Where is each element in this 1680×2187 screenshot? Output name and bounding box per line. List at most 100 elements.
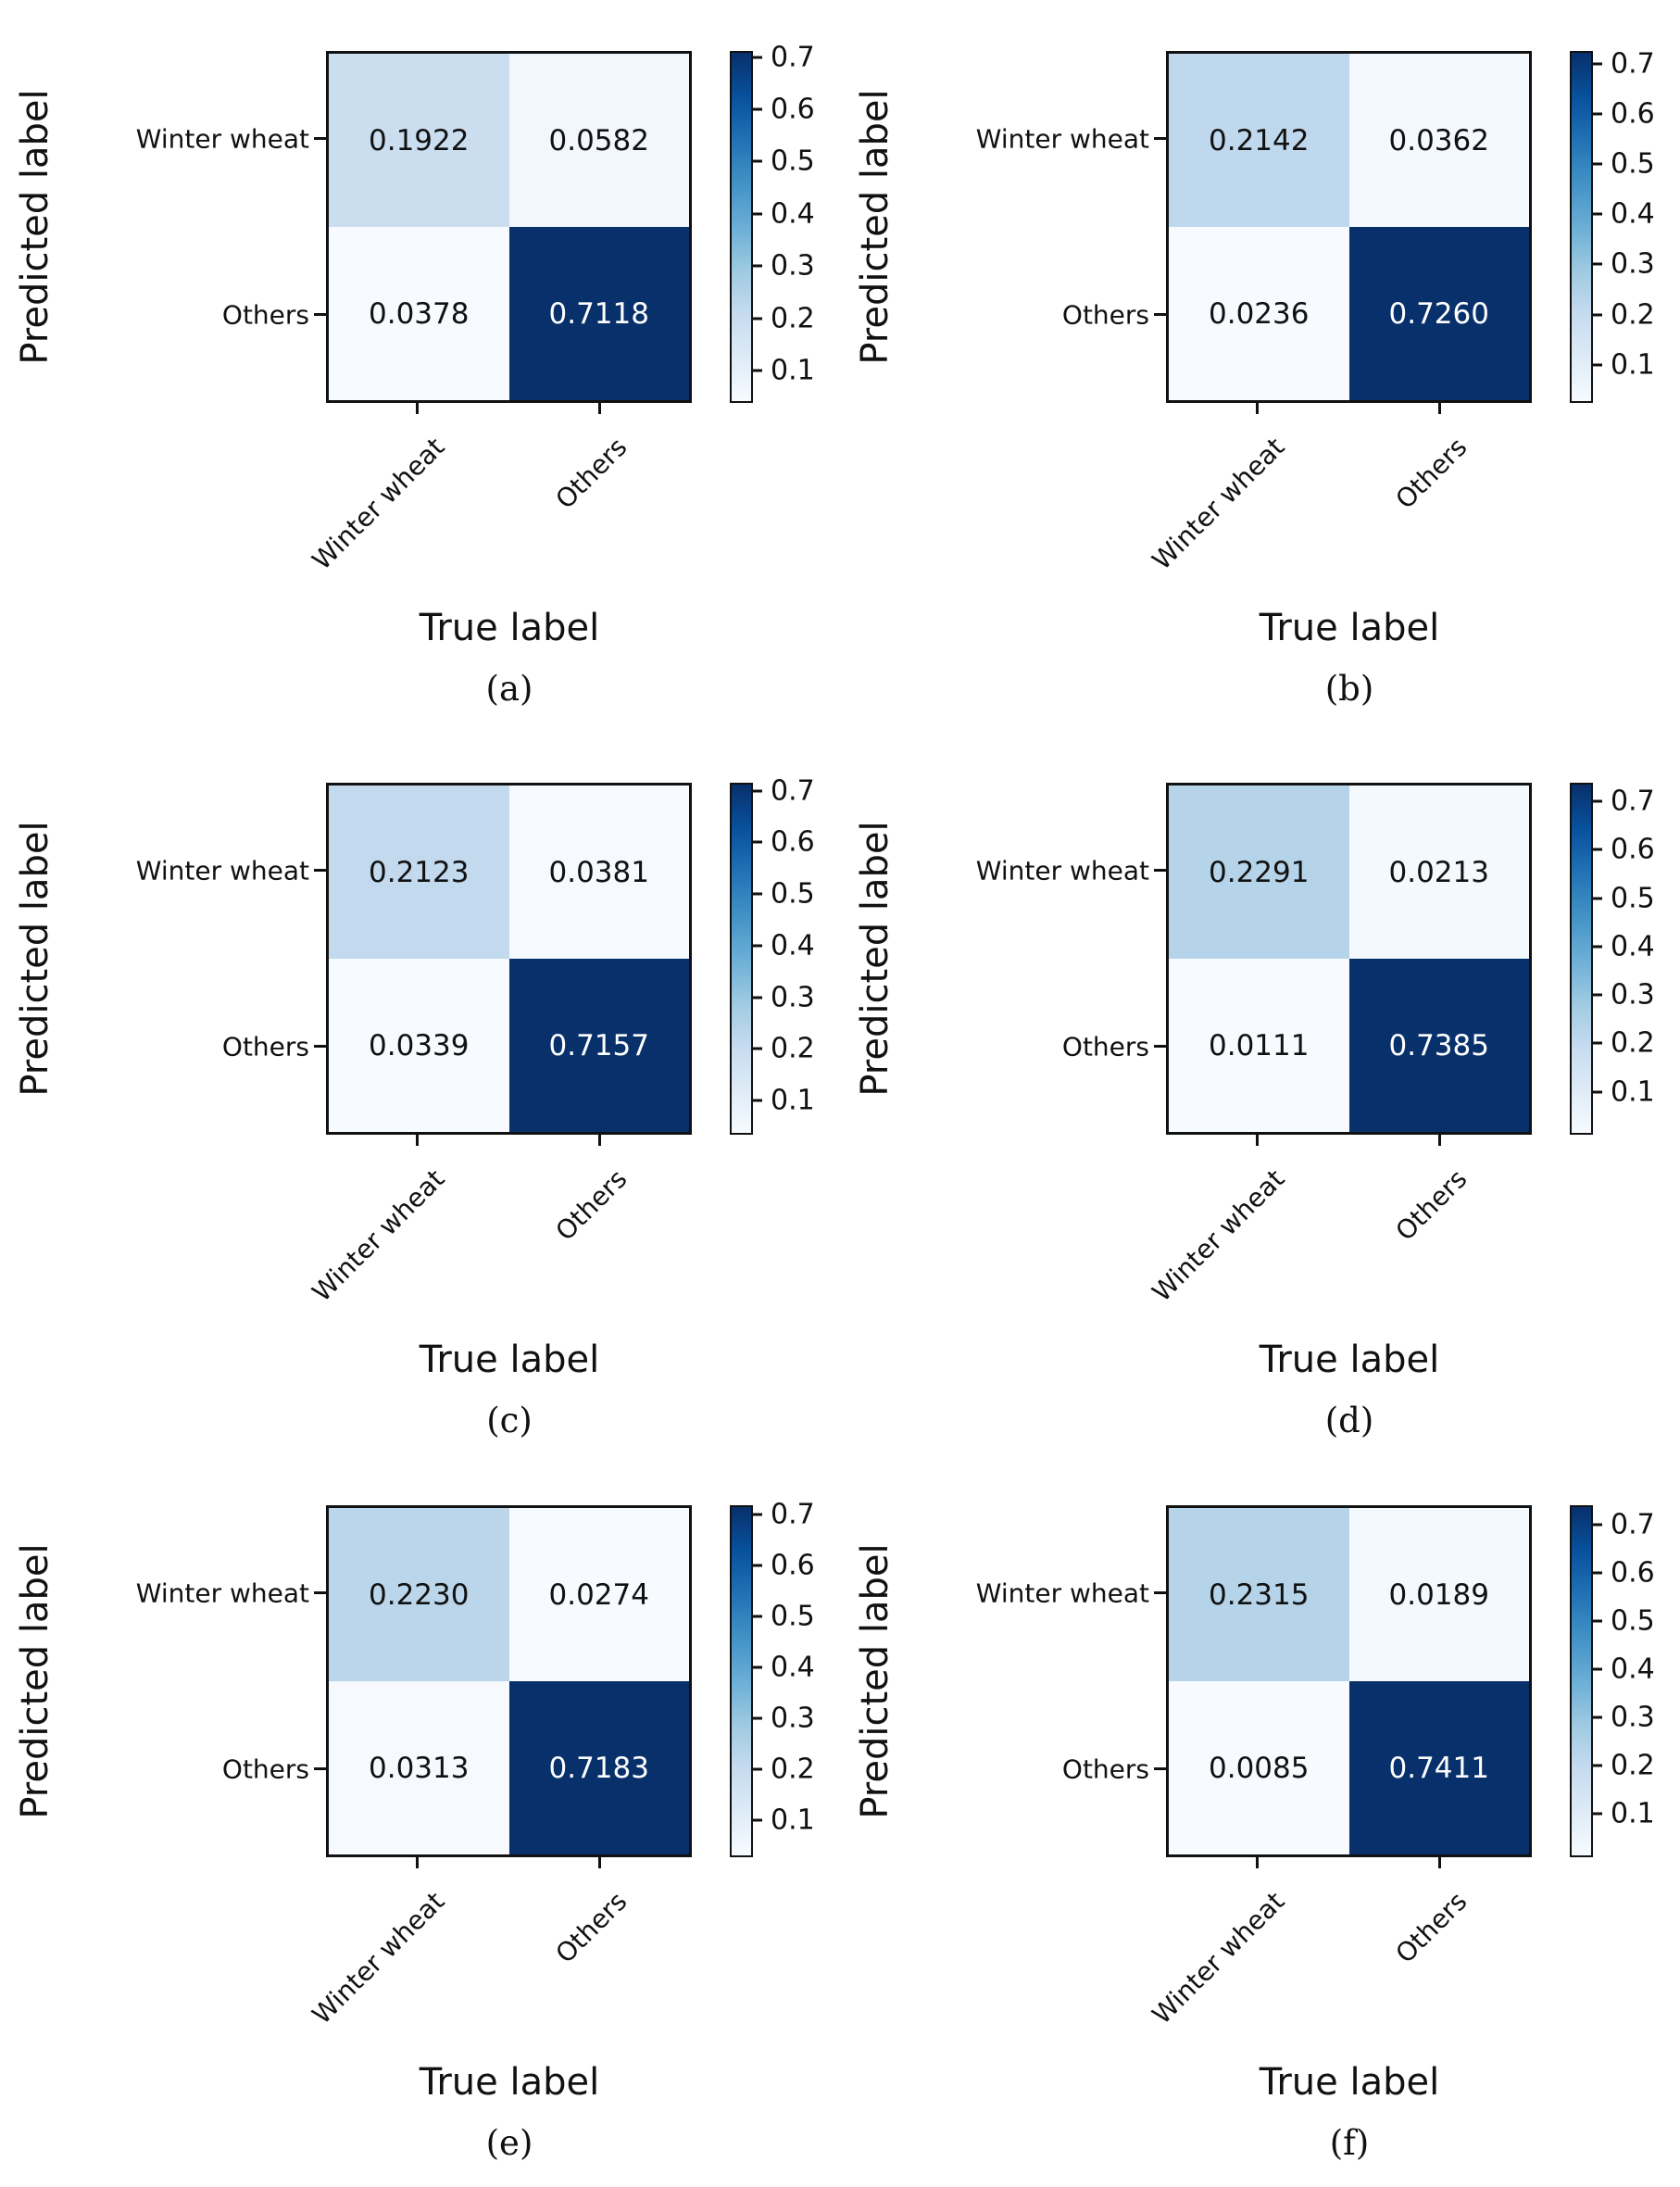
colorbar-tick-label: 0.1 bbox=[771, 1084, 815, 1117]
x-tick-label-others: Others bbox=[549, 1163, 633, 1247]
colorbar-tick: 0.5 bbox=[1593, 1605, 1655, 1638]
colorbar-tick-label: 0.5 bbox=[1611, 882, 1655, 915]
y-tick-label-others: Others bbox=[1061, 299, 1149, 331]
colorbar-tick-label: 0.7 bbox=[1611, 785, 1655, 818]
panel-caption: (b) bbox=[1324, 669, 1374, 709]
x-axis-label: True label bbox=[1259, 2061, 1440, 2104]
colorbar-tick-label: 0.2 bbox=[1611, 1749, 1655, 1782]
colorbar-tick-mark bbox=[753, 264, 762, 268]
cell-value: 0.2291 bbox=[1209, 855, 1310, 889]
matrix-cell: 0.0085 bbox=[1169, 1681, 1349, 1854]
y-tick-mark bbox=[1154, 1591, 1166, 1594]
colorbar-tick-mark bbox=[753, 840, 762, 844]
matrix-cell: 0.7157 bbox=[508, 959, 689, 1132]
matrix-cell: 0.7260 bbox=[1348, 227, 1529, 400]
y-tick-label-winter-wheat: Winter wheat bbox=[135, 1577, 309, 1609]
x-tick-mark bbox=[598, 1857, 601, 1868]
cell-value: 0.2230 bbox=[369, 1577, 470, 1612]
cell-value: 0.0582 bbox=[548, 123, 649, 157]
cell-value: 0.0111 bbox=[1209, 1028, 1310, 1062]
colorbar-tick-mark bbox=[753, 1615, 762, 1618]
matrix-cell: 0.0274 bbox=[508, 1508, 689, 1681]
colorbar-tick: 0.6 bbox=[1593, 98, 1655, 131]
cell-value: 0.7411 bbox=[1388, 1751, 1489, 1785]
colorbar-tick-label: 0.5 bbox=[771, 877, 815, 911]
colorbar-tick: 0.6 bbox=[753, 826, 815, 859]
colorbar-tick-label: 0.6 bbox=[771, 1549, 815, 1582]
colorbar-tick-label: 0.2 bbox=[1611, 298, 1655, 332]
y-tick-label-others: Others bbox=[221, 299, 309, 331]
x-axis-label: True label bbox=[1259, 607, 1440, 649]
colorbar-tick-label: 0.5 bbox=[771, 1600, 815, 1633]
cell-value: 0.0189 bbox=[1388, 1577, 1489, 1612]
colorbar-tick-label: 0.1 bbox=[771, 354, 815, 387]
colorbar-tick-mark bbox=[1593, 799, 1602, 803]
cell-value: 0.0381 bbox=[548, 855, 649, 889]
colorbar-tick: 0.3 bbox=[753, 981, 815, 1013]
colorbar-tick-mark bbox=[1593, 1090, 1602, 1094]
matrix-cell: 0.0582 bbox=[508, 54, 689, 227]
colorbar-tick-label: 0.1 bbox=[1611, 1075, 1655, 1109]
colorbar-tick-label: 0.5 bbox=[1611, 1604, 1655, 1638]
y-tick-mark bbox=[1154, 1045, 1166, 1048]
colorbar-tick-label: 0.5 bbox=[771, 145, 815, 178]
confusion-matrix-panel: Predicted label Winter wheat Others 0.22… bbox=[840, 732, 1680, 1454]
matrix-cell: 0.2230 bbox=[329, 1508, 509, 1681]
matrix-cell: 0.0313 bbox=[329, 1681, 509, 1854]
confusion-matrix-panel: Predicted label Winter wheat Others 0.22… bbox=[0, 1454, 840, 2187]
matrix-cell: 0.0213 bbox=[1348, 786, 1529, 959]
x-tick-mark bbox=[598, 403, 601, 414]
matrix-cell: 0.1922 bbox=[329, 54, 509, 227]
x-tick-label-others: Others bbox=[1389, 1886, 1473, 1969]
y-tick-label-winter-wheat: Winter wheat bbox=[975, 1577, 1149, 1609]
matrix-cell: 0.0236 bbox=[1169, 227, 1349, 400]
colorbar-tick-label: 0.7 bbox=[771, 41, 815, 74]
colorbar-tick: 0.6 bbox=[1593, 1557, 1655, 1590]
colorbar-gradient bbox=[730, 783, 753, 1135]
colorbar-tick: 0.1 bbox=[1593, 1075, 1655, 1108]
confusion-matrix-panel: Predicted label Winter wheat Others 0.21… bbox=[840, 0, 1680, 732]
matrix-cell: 0.0381 bbox=[508, 786, 689, 959]
colorbar-tick: 0.3 bbox=[1593, 979, 1655, 1012]
colorbar-tick-label: 0.7 bbox=[771, 1498, 815, 1531]
x-tick-label-others: Others bbox=[549, 432, 633, 515]
x-tick-label-others: Others bbox=[1389, 432, 1473, 515]
colorbar-tick-mark bbox=[753, 1767, 762, 1771]
colorbar-tick-label: 0.1 bbox=[1611, 348, 1655, 382]
colorbar-tick-mark bbox=[753, 892, 762, 896]
x-tick-mark bbox=[1438, 1857, 1441, 1868]
x-axis-label: True label bbox=[419, 2061, 600, 2104]
matrix-cell: 0.7411 bbox=[1348, 1681, 1529, 1854]
cell-value: 0.1922 bbox=[369, 123, 470, 157]
x-tick-mark bbox=[1438, 403, 1441, 414]
y-tick-mark bbox=[314, 137, 326, 140]
x-tick-label-winter-wheat: Winter wheat bbox=[306, 432, 451, 576]
colorbar-tick: 0.7 bbox=[753, 774, 815, 807]
heatmap-matrix: 0.2142 0.0362 0.0236 0.7260 bbox=[1166, 51, 1532, 403]
colorbar-tick-mark bbox=[1593, 62, 1602, 66]
heatmap-matrix: 0.1922 0.0582 0.0378 0.7118 bbox=[326, 51, 692, 403]
colorbar-tick-mark bbox=[1593, 363, 1602, 367]
colorbar: 0.7 0.6 0.5 0.4 0.3 0.2 bbox=[730, 1499, 883, 1857]
colorbar: 0.7 0.6 0.5 0.4 0.3 0.2 bbox=[730, 41, 883, 403]
colorbar-tick-mark bbox=[753, 1665, 762, 1669]
colorbar-tick-label: 0.4 bbox=[771, 1651, 815, 1684]
colorbar-tick: 0.5 bbox=[753, 1601, 815, 1633]
matrix-cell: 0.2123 bbox=[329, 786, 509, 959]
x-tick-mark bbox=[1256, 1135, 1259, 1146]
x-tick-label-others: Others bbox=[1389, 1163, 1473, 1247]
cell-value: 0.0362 bbox=[1388, 123, 1489, 157]
colorbar-tick-label: 0.4 bbox=[1611, 1653, 1655, 1686]
colorbar-tick: 0.4 bbox=[753, 1652, 815, 1684]
colorbar-tick-label: 0.4 bbox=[771, 929, 815, 962]
colorbar-tick-mark bbox=[1593, 945, 1602, 949]
colorbar-tick-mark bbox=[753, 1047, 762, 1050]
colorbar-gradient bbox=[730, 51, 753, 403]
cell-value: 0.0313 bbox=[369, 1751, 470, 1785]
colorbar-tick-label: 0.3 bbox=[771, 1702, 815, 1735]
cell-value: 0.0339 bbox=[369, 1028, 470, 1062]
colorbar-tick-label: 0.3 bbox=[771, 249, 815, 283]
colorbar-tick: 0.1 bbox=[1593, 1797, 1655, 1829]
colorbar-tick-mark bbox=[1593, 313, 1602, 317]
colorbar-tick-mark bbox=[1593, 993, 1602, 997]
